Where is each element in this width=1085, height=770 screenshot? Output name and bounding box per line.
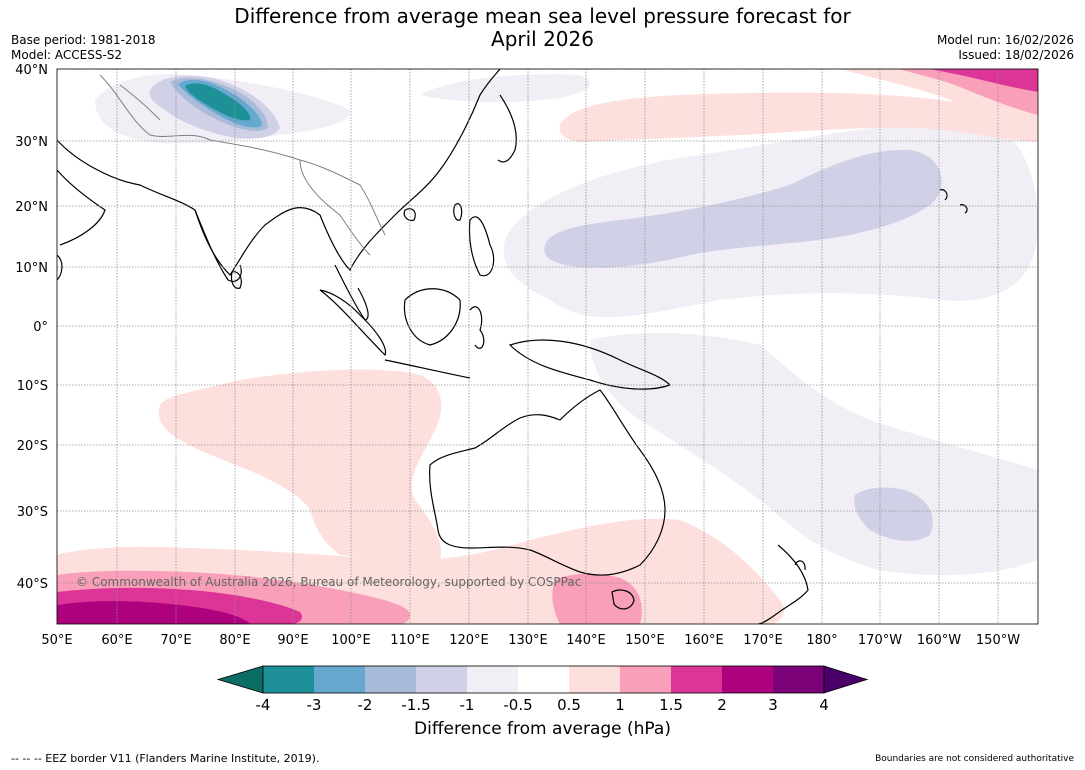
lat-label: 0° xyxy=(33,320,48,335)
colorbar-tick-label: 4 xyxy=(819,696,829,714)
title-line-2: April 2026 xyxy=(491,27,594,51)
lon-label: 130°E xyxy=(508,633,548,648)
coastline-borneo xyxy=(403,288,461,346)
issued-date: Issued: 18/02/2026 xyxy=(958,48,1074,62)
coastline-tasmania xyxy=(611,589,635,610)
lon-label: 60°E xyxy=(101,633,132,648)
lon-label: 110°E xyxy=(390,633,430,648)
colorbar xyxy=(216,665,869,694)
model-name: Model: ACCESS-S2 xyxy=(11,48,123,62)
lon-label: 140°E xyxy=(566,633,606,648)
lon-label: 150°E xyxy=(625,633,665,648)
lat-label: 10°S xyxy=(17,379,48,394)
anomaly-region-pink-pale-indian-ocean xyxy=(158,369,442,565)
lat-label: 30°N xyxy=(15,135,48,150)
colorbar-tick-label: -4 xyxy=(256,696,271,714)
coastline-sri-lanka xyxy=(230,271,242,289)
lon-label: 100°E xyxy=(331,633,371,648)
coastline-arabia xyxy=(57,169,106,246)
anomaly-region-pink-tasmania xyxy=(552,573,642,624)
colorbar-tick-label: -1.5 xyxy=(401,696,430,714)
colorbar-swatch xyxy=(314,666,365,693)
colorbar-swatch xyxy=(467,666,518,693)
coastline-new-zealand xyxy=(757,544,809,624)
map-frame xyxy=(56,68,1039,625)
coastline-sulawesi xyxy=(469,306,485,349)
coastline-asia xyxy=(57,69,501,276)
colorbar-tick-label: 2 xyxy=(717,696,727,714)
lon-label: 170°E xyxy=(743,633,783,648)
lon-label: 170°W xyxy=(858,633,902,648)
coastline-taiwan xyxy=(453,203,463,221)
latitude-labels: 40°N 30°N 20°N 10°N 0° 10°S 20°S 30°S 40°S xyxy=(15,63,48,592)
lon-label: 180° xyxy=(806,633,837,648)
boundary-disclaimer: Boundaries are not considered authoritat… xyxy=(875,754,1074,764)
coastline-africa-horn xyxy=(57,254,63,281)
colorbar-swatch xyxy=(518,666,569,693)
colorbar-swatch xyxy=(569,666,620,693)
colorbar-tick-label: 1.5 xyxy=(659,696,683,714)
pressure-anomaly-shading xyxy=(57,69,1038,624)
anomaly-region-magenta-north-east xyxy=(930,69,1038,92)
coastline-japan xyxy=(497,94,517,163)
coastline-philippines xyxy=(468,216,495,277)
colorbar-swatch xyxy=(671,666,722,693)
colorbar-swatch xyxy=(263,666,314,693)
colorbar-swatch xyxy=(416,666,467,693)
border-lines-asia xyxy=(99,74,386,256)
coastline-australia xyxy=(429,389,666,576)
lon-label: 50°E xyxy=(41,633,72,648)
eez-note: -- -- -- EEZ border V11 (Flanders Marine… xyxy=(11,752,320,765)
lon-label: 160°E xyxy=(684,633,724,648)
country-borders xyxy=(99,74,386,256)
lon-label: 150°W xyxy=(976,633,1020,648)
colorbar-tick-label: 1 xyxy=(615,696,625,714)
colorbar-tick-label: 3 xyxy=(768,696,778,714)
lat-label: 40°S xyxy=(17,577,48,592)
colorbar-over-arrow xyxy=(823,665,869,694)
anomaly-region-lightblue-south-pacific xyxy=(854,487,933,542)
colorbar-tick-label: -2 xyxy=(358,696,373,714)
coastline-hawaii xyxy=(939,189,968,214)
coastline-sumatra xyxy=(319,289,387,357)
anomaly-region-lavender-north-atlantic xyxy=(420,74,591,103)
base-period: Base period: 1981-2018 xyxy=(11,33,156,47)
copyright-notice: © Commonwealth of Australia 2026, Bureau… xyxy=(76,575,581,589)
coastline-java xyxy=(384,359,471,379)
colorbar-tick-label: 0.5 xyxy=(557,696,581,714)
colorbar-swatch xyxy=(722,666,773,693)
lat-label: 20°S xyxy=(17,439,48,454)
colorbar-tick-label: -1 xyxy=(460,696,475,714)
colorbar-title: Difference from average (hPa) xyxy=(414,719,671,739)
model-run: Model run: 16/02/2026 xyxy=(936,33,1074,47)
lat-label: 20°N xyxy=(15,200,48,215)
anomaly-region-teal-himalaya xyxy=(185,83,251,121)
lon-label: 160°W xyxy=(917,633,961,648)
colorbar-ticks: -4 -3 -2 -1.5 -1 -0.5 0.5 1 1.5 2 3 4 xyxy=(256,696,829,714)
lon-label: 70°E xyxy=(160,633,191,648)
coastline-india xyxy=(194,209,242,282)
colorbar-swatch xyxy=(365,666,416,693)
lon-label: 90°E xyxy=(277,633,308,648)
colorbar-outline xyxy=(262,665,825,694)
coastline-hainan xyxy=(403,208,416,221)
lon-label: 80°E xyxy=(219,633,250,648)
anomaly-region-purple-southern-ocean xyxy=(57,601,250,624)
coastline-malay-peninsula xyxy=(334,264,369,321)
colorbar-tick-label: -0.5 xyxy=(503,696,532,714)
lon-label: 120°E xyxy=(449,633,489,648)
anomaly-region-pink-pale-north xyxy=(559,92,1038,142)
longitude-labels: 50°E 60°E 70°E 80°E 90°E 100°E 110°E 120°E 130°E… xyxy=(41,633,1020,648)
lat-label: 30°S xyxy=(17,505,48,520)
colorbar-swatch xyxy=(773,666,824,693)
lat-label: 40°N xyxy=(15,63,48,78)
colorbar-swatch xyxy=(620,666,671,693)
lat-label: 10°N xyxy=(15,261,48,276)
anomaly-region-lightblue-north-pacific xyxy=(544,149,942,268)
colorbar-tick-label: -3 xyxy=(307,696,322,714)
colorbar-under-arrow xyxy=(216,665,264,694)
title-line-1: Difference from average mean sea level p… xyxy=(234,4,851,28)
